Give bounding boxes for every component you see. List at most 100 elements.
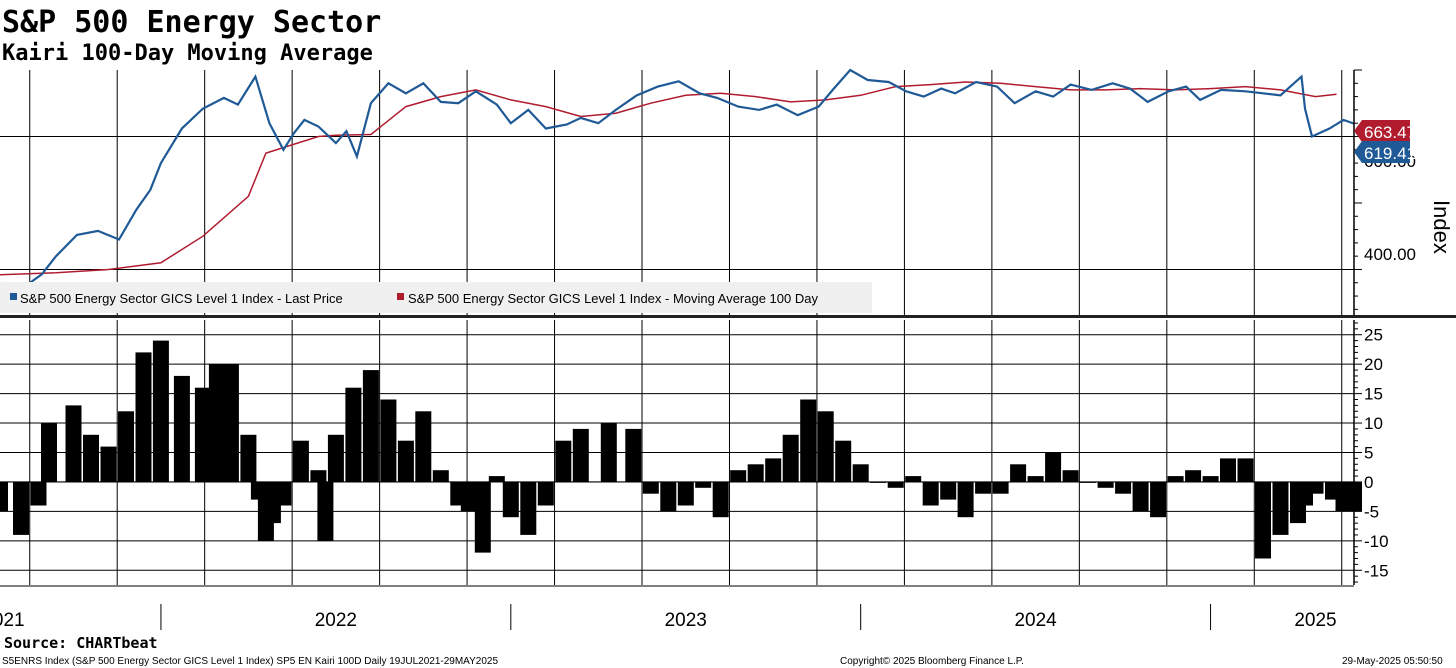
kairi-bar [222, 364, 239, 482]
kairi-bar [572, 428, 589, 482]
price-panel: 400.00 600.00 Index 663.47 619.41 S&P 50… [0, 68, 1454, 316]
legend-box [0, 282, 872, 313]
last-price-line [0, 68, 1355, 291]
kairi-bar [240, 434, 257, 482]
kairi-bar [13, 481, 29, 535]
legend-price: S&P 500 Energy Sector GICS Level 1 Index… [20, 291, 343, 306]
kairi-bar [642, 481, 659, 494]
kairi-bar [173, 375, 190, 482]
kairi-bar [65, 405, 82, 482]
kairi-bar [695, 481, 712, 488]
y-axis-label: Index [1429, 200, 1454, 254]
kairi-bar [537, 481, 554, 506]
kairi-bar [957, 481, 974, 518]
year-label: 2025 [1294, 610, 1336, 631]
kairi-bar [1237, 458, 1254, 482]
kairi-y-tick-label: -10 [1364, 532, 1389, 551]
kairi-bar [1202, 476, 1219, 482]
kairi-bar [415, 411, 432, 482]
price-axis [1353, 69, 1362, 316]
kairi-bar [292, 440, 309, 482]
kairi-bar [625, 428, 642, 482]
kairi-bar [1220, 458, 1236, 482]
kairi-bar [1307, 481, 1324, 494]
chart-subtitle: Kairi 100-Day Moving Average [2, 41, 373, 66]
kairi-bar [1080, 481, 1097, 483]
year-axis: 2021 2022 2023 2024 2025 [0, 585, 1354, 631]
kairi-bar [502, 481, 519, 518]
kairi-bar [712, 481, 729, 518]
kairi-bar [362, 370, 379, 482]
kairi-bar [41, 423, 57, 482]
kairi-bar [600, 423, 617, 482]
kairi-bar [852, 464, 869, 482]
kairi-bar [100, 446, 117, 482]
footer-description: S5ENRS Index (S&P 500 Energy Sector GICS… [2, 656, 498, 667]
legend-swatch-price [10, 293, 17, 300]
kairi-bar [1255, 481, 1271, 559]
kairi-bar [1097, 481, 1114, 488]
kairi-bar [83, 434, 99, 482]
price-value-label: 619.41 [1364, 144, 1416, 163]
kairi-bar [800, 399, 817, 482]
kairi-bar [782, 434, 799, 482]
kairi-bar [380, 399, 397, 482]
kairi-bar [152, 340, 169, 482]
ma-value-label: 663.47 [1364, 123, 1416, 142]
year-label: 2023 [665, 610, 707, 631]
kairi-bar [1045, 452, 1062, 482]
kairi-bar [835, 440, 852, 482]
kairi-bar [135, 352, 152, 482]
kairi-bar [765, 458, 782, 482]
kairi-y-tick-label: 5 [1364, 444, 1373, 463]
kairi-bar [905, 476, 922, 482]
kairi-bar [677, 481, 694, 506]
chart-title: S&P 500 Energy Sector [2, 5, 381, 40]
kairi-bar [488, 476, 505, 482]
kairi-bar [345, 387, 362, 482]
kairi-y-tick-label: -15 [1364, 561, 1389, 580]
source-note: Source: CHARTbeat [4, 634, 158, 652]
kairi-bar [460, 481, 477, 512]
kairi-bar [317, 481, 334, 541]
kairi-bar [310, 470, 327, 482]
kairi-bar [1010, 464, 1027, 482]
kairi-y-tick-label: 0 [1364, 473, 1373, 492]
kairi-bar [208, 364, 225, 482]
kairi-bar [118, 411, 134, 482]
kairi-y-tick-label: -5 [1364, 502, 1379, 521]
kairi-bar [1115, 481, 1132, 494]
footer-copyright: Copyright© 2025 Bloomberg Finance L.P. [840, 656, 1024, 667]
year-label: 2021 [0, 610, 25, 631]
kairi-bar [1062, 470, 1079, 482]
kairi-bar [520, 481, 537, 535]
kairi-bar [1027, 476, 1044, 482]
kairi-bar [432, 470, 449, 482]
kairi-bar [730, 470, 747, 482]
kairi-y-tick-label: 25 [1364, 326, 1383, 345]
kairi-bar [397, 440, 414, 482]
kairi-y-tick-label: 20 [1364, 355, 1383, 374]
kairi-bar [327, 434, 344, 482]
kairi-bar [992, 481, 1009, 494]
year-label: 2024 [1014, 610, 1057, 631]
kairi-bar [747, 464, 764, 482]
kairi-bar [474, 481, 491, 553]
kairi-bar [275, 481, 292, 506]
kairi-bar [1185, 470, 1202, 482]
panel-divider [0, 315, 1456, 318]
legend-swatch-ma [397, 293, 404, 300]
kairi-bar [1272, 481, 1289, 535]
kairi-histogram [0, 340, 1362, 559]
kairi-bar [1132, 481, 1149, 512]
kairi-bar [975, 481, 992, 494]
kairi-bar [940, 481, 957, 500]
ma-value-tag [1354, 120, 1410, 142]
kairi-bar [30, 481, 47, 506]
kairi-bar [194, 387, 211, 482]
kairi-bar [922, 481, 939, 506]
kairi-bar [870, 481, 887, 483]
year-label: 2022 [315, 610, 357, 631]
kairi-bar [1150, 481, 1167, 518]
